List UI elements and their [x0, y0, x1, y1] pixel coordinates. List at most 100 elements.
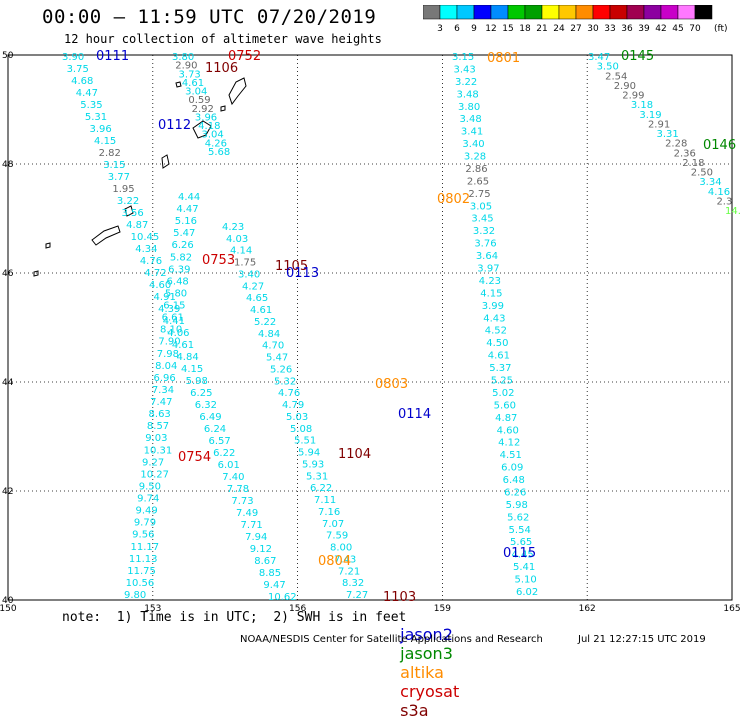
wave-height-value: 4.70 [262, 341, 284, 352]
wave-height-value: 9.03 [145, 433, 167, 444]
wave-height-value: 6.48 [167, 276, 189, 287]
wave-height-value: 4.47 [176, 204, 198, 215]
wave-height-value: 7.43 [334, 554, 356, 565]
wave-height-value: 1.95 [112, 184, 134, 195]
lat-tick-label: 50 [2, 51, 14, 61]
wave-height-value: 10.27 [140, 469, 169, 480]
wave-height-value: 7.47 [150, 397, 172, 408]
wave-height-value: 4.41 [163, 316, 185, 327]
colorbar-tick-label: 18 [519, 24, 531, 33]
wave-height-value: 2.18 [682, 158, 704, 169]
wave-height-value: 10.62 [268, 592, 297, 603]
wave-height-value: 4.15 [480, 288, 502, 299]
wave-height-value: 3.15 [452, 52, 474, 63]
wave-height-value: 3.43 [453, 64, 475, 75]
wave-height-value: 6.24 [204, 424, 226, 435]
wave-height-value: 5.80 [165, 288, 187, 299]
colorbar-tick-label: 39 [638, 24, 650, 33]
colorbar-tick-label: 21 [536, 24, 547, 33]
wave-height-value: 5.26 [270, 364, 292, 375]
wave-height-value: 5.32 [274, 376, 296, 387]
wave-height-value: 2.50 [691, 168, 713, 179]
wave-height-value: 6.48 [503, 475, 525, 486]
wave-height-value: 9.79 [134, 518, 156, 529]
pass-label: 0802 [437, 192, 470, 207]
pass-label: 1103 [383, 590, 416, 605]
wave-height-value: 9.74 [137, 494, 159, 505]
pass-label: 1106 [205, 61, 238, 76]
wave-height-value: 8.67 [254, 556, 276, 567]
lon-tick-label: 165 [723, 604, 740, 614]
wave-height-value: 5.93 [302, 459, 324, 470]
wave-height-value: 4.15 [94, 136, 116, 147]
wave-height-value: 6.22 [213, 448, 235, 459]
wave-height-value: 6.39 [168, 264, 190, 275]
wave-height-value: 7.16 [318, 507, 340, 518]
pass-label: 1105 [275, 259, 308, 274]
island-outline [91, 225, 121, 246]
wave-height-value: 5.98 [506, 500, 528, 511]
wave-height-value: 3.77 [108, 172, 130, 183]
wave-height-value: 7.40 [222, 472, 244, 483]
wave-height-value: 2.82 [99, 148, 121, 159]
wave-height-value: 5.03 [286, 412, 308, 423]
wave-height-value: 5.51 [294, 436, 316, 447]
wave-height-value: 2.99 [622, 91, 644, 102]
wave-height-value: 7.94 [245, 532, 267, 543]
wave-height-value: 2.86 [465, 164, 487, 175]
wave-height-value: 5.47 [266, 353, 288, 364]
wave-height-value: 4.45 [512, 550, 534, 561]
wave-height-value: 4.18 [198, 121, 220, 132]
wave-height-value: 10.56 [126, 578, 155, 589]
colorbar-tick-label: 9 [471, 24, 477, 33]
colorbar-tick-label: 30 [587, 24, 599, 33]
colorbar-unit: (ft) [714, 24, 728, 33]
wave-height-value: 14. [725, 206, 740, 217]
wave-height-value: 4.87 [495, 413, 517, 424]
map-frame [7, 54, 733, 601]
wave-height-value: 4.51 [500, 450, 522, 461]
wave-height-value: 5.68 [208, 147, 230, 158]
wave-height-value: 4.23 [222, 222, 244, 233]
generation-timestamp: Jul 21 12:27:15 UTC 2019 [578, 634, 706, 645]
wave-height-value: 4.76 [140, 256, 162, 267]
colorbar-tick-label: 3 [437, 24, 443, 33]
wave-height-value: 7.27 [346, 590, 368, 601]
wave-height-value: 3.97 [477, 264, 499, 275]
wave-height-value: 5.47 [173, 228, 195, 239]
wave-height-value: 4.72 [144, 268, 166, 279]
wave-height-value: 3.47 [588, 52, 610, 63]
pass-label: 0754 [178, 450, 211, 465]
island-outline [220, 105, 226, 112]
wave-height-value: 5.31 [85, 112, 107, 123]
wave-height-value: 6.15 [163, 301, 185, 312]
colorbar-tick-label: 70 [689, 24, 701, 33]
wave-height-value: 2.90 [175, 61, 197, 72]
wave-height-value: 8.10 [160, 325, 182, 336]
wave-height-value: 6.26 [171, 240, 193, 251]
wave-height-value: 4.16 [708, 187, 730, 198]
wave-height-value: 3.15 [103, 160, 125, 171]
wave-height-value: 4.27 [242, 281, 264, 292]
wave-height-value: 6.32 [195, 400, 217, 411]
wave-height-value: 4.12 [498, 438, 520, 449]
wave-height-value: 7.07 [322, 519, 344, 530]
wave-height-value: 3.04 [201, 130, 223, 141]
wave-height-value: 8.32 [342, 578, 364, 589]
lat-tick-label: 44 [2, 378, 14, 388]
colorbar-tick-label: 12 [485, 24, 496, 33]
wave-height-value: 5.60 [494, 400, 516, 411]
wave-height-value: 4.03 [226, 234, 248, 245]
wave-height-value: 3.34 [699, 177, 721, 188]
wave-height-value: 3.50 [597, 62, 619, 73]
pass-label: 1104 [338, 447, 371, 462]
wave-height-value: 5.41 [513, 562, 535, 573]
wave-height-value: 3.73 [179, 69, 201, 80]
pass-label: 0801 [487, 51, 520, 66]
wave-height-value: 3.40 [462, 139, 484, 150]
colorbar-swatch [694, 5, 713, 20]
wave-height-value: 4.61 [172, 340, 194, 351]
wave-height-value: 5.94 [298, 448, 320, 459]
wave-height-value: 4.26 [205, 138, 227, 149]
wave-height-value: 5.54 [509, 525, 531, 536]
